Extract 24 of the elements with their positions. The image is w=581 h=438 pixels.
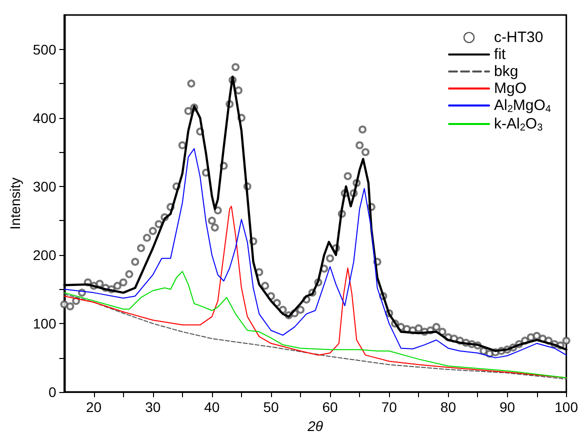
y-tick-label: 300 xyxy=(32,178,56,194)
line-series xyxy=(64,270,567,378)
x-tick-label: 40 xyxy=(204,399,220,416)
x-tick-label: 20 xyxy=(86,399,102,416)
legend-label: bkg xyxy=(494,63,518,80)
y-tick-label: 100 xyxy=(32,316,56,332)
x-tick-label: 70 xyxy=(381,399,398,416)
x-tick-label: 30 xyxy=(145,399,161,416)
x-tick-label: 90 xyxy=(499,399,516,416)
line-series xyxy=(64,294,567,380)
x-tick-label: 60 xyxy=(322,399,338,416)
y-tick-label: 0 xyxy=(48,384,56,400)
legend-label: MgO xyxy=(494,80,527,97)
y-axis-title: Intensity xyxy=(7,177,23,230)
legend-label: fit xyxy=(494,46,507,63)
y-tick-label: 400 xyxy=(32,110,56,126)
y-tick-label: 500 xyxy=(32,41,56,58)
x-axis-title: 2θ xyxy=(306,418,324,434)
legend-label: c-HT30 xyxy=(494,29,544,46)
line-series xyxy=(64,148,567,358)
y-tick-label: 200 xyxy=(32,246,56,263)
x-tick-label: 80 xyxy=(440,399,456,416)
x-tick-label: 100 xyxy=(554,399,578,416)
x-tick-label: 50 xyxy=(263,399,279,416)
